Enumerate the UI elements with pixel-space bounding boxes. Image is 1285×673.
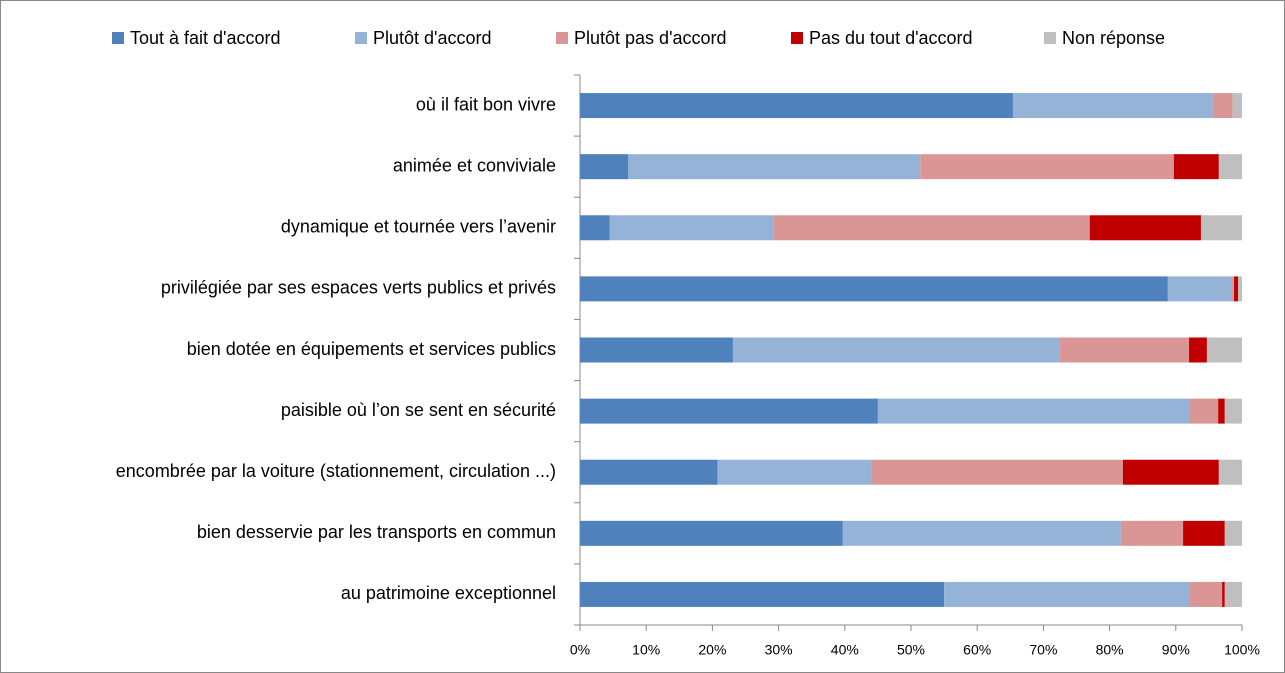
bar-segment [580,276,1168,302]
x-tick-label: 30% [765,642,793,658]
bar-segment [580,337,733,363]
bar-segment [1224,398,1242,424]
bar-segment [1122,459,1219,485]
bar-segment [1206,337,1242,363]
bar-segment [1189,337,1207,363]
category-label: dynamique et tournée vers l’avenir [281,217,556,237]
x-tick-label: 40% [831,642,859,658]
bar-segment [1059,337,1190,363]
category-label: bien dotée en équipements et services pu… [187,339,556,359]
bar-segment [732,337,1060,363]
x-tick-label: 10% [632,642,660,658]
bar-segment [580,459,718,485]
category-label: animée et conviviale [393,155,556,175]
legend-swatch [791,32,803,44]
bar-segment [628,154,921,180]
bar-segment [1012,93,1213,119]
bar-segment [920,154,1174,180]
bar-segment [871,459,1123,485]
legend-label: Plutôt pas d'accord [574,28,727,48]
bar-segment [842,520,1121,546]
legend-swatch [1044,32,1056,44]
x-tick-label: 0% [570,642,590,658]
x-tick-label: 100% [1224,642,1260,658]
bar-segment [580,398,878,424]
bar-segment [1212,93,1233,119]
bar-segment [1183,520,1225,546]
bar-segment [1218,154,1242,180]
bar-segment [773,215,1090,241]
bar-segment [1232,276,1235,302]
legend-label: Tout à fait d'accord [130,28,281,48]
legend-swatch [556,32,568,44]
bar-segment [944,581,1190,607]
x-tick-label: 60% [963,642,991,658]
bar-segment [877,398,1190,424]
bar-segment [1224,581,1242,607]
bar-segment [1238,276,1242,302]
legend-swatch [112,32,124,44]
bar-segment [609,215,774,241]
x-tick-label: 90% [1162,642,1190,658]
bar-segment [1189,398,1219,424]
bar-segment [580,93,1013,119]
bar-segment [1234,276,1239,302]
bar-segment [580,581,945,607]
category-label: où il fait bon vivre [416,94,556,114]
category-label: paisible où l’on se sent en sécurité [281,400,556,420]
x-tick-label: 50% [897,642,925,658]
bar-segment [1089,215,1201,241]
legend-label: Pas du tout d'accord [809,28,973,48]
legend-label: Non réponse [1062,28,1165,48]
bar-segment [717,459,872,485]
category-label: bien desservie par les transports en com… [197,522,556,542]
legend-label: Plutôt d'accord [373,28,492,48]
bar-segment [1120,520,1184,546]
bar-segment [1189,581,1223,607]
bar-segment [1232,93,1242,119]
bar-segment [1200,215,1242,241]
x-tick-label: 20% [698,642,726,658]
category-label: privilégiée par ses espaces verts public… [161,278,556,298]
x-tick-label: 80% [1096,642,1124,658]
bar-segment [580,520,843,546]
legend-swatch [355,32,367,44]
bar-segment [1218,398,1225,424]
category-label: au patrimoine exceptionnel [341,583,556,603]
bar-segment [1167,276,1233,302]
bar-segment [580,215,610,241]
bar-segment [1224,520,1242,546]
bar-segment [1173,154,1219,180]
category-label: encombrée par la voiture (stationnement,… [116,461,556,481]
x-tick-label: 70% [1029,642,1057,658]
bar-segment [580,154,629,180]
bar-segment [1218,459,1242,485]
bar-segment [1222,581,1225,607]
